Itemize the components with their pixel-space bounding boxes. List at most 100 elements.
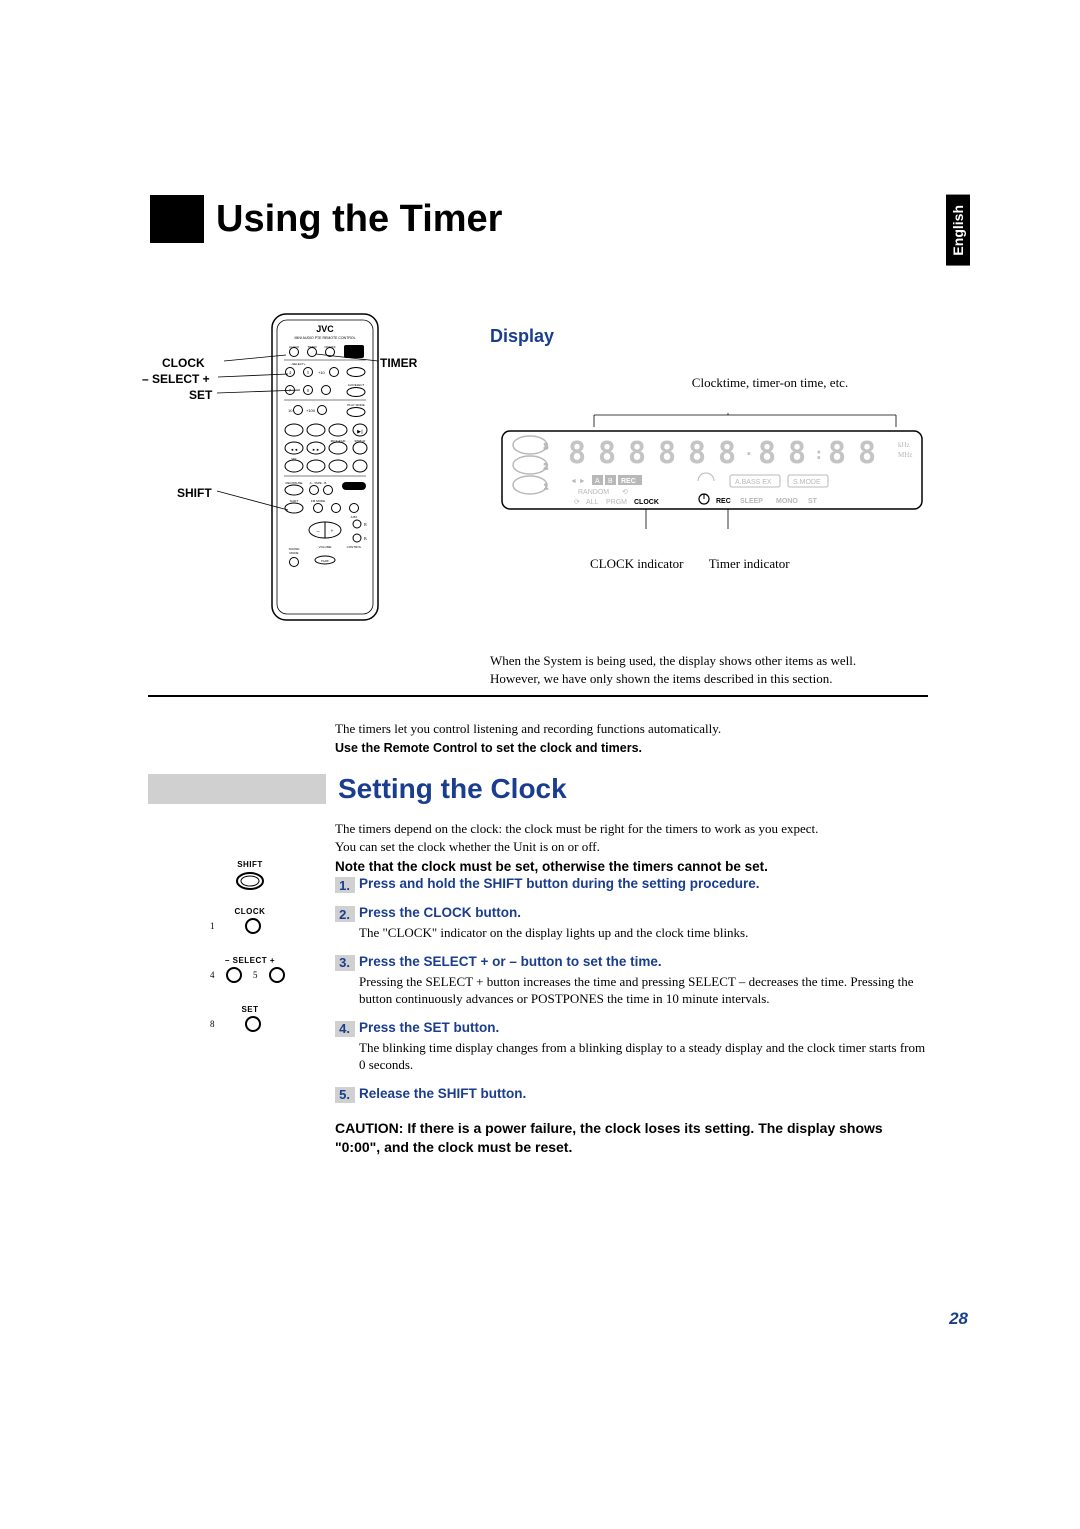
step-1: 1. Press and hold the SHIFT button durin… bbox=[335, 876, 930, 893]
remote-label-set: SET bbox=[189, 388, 212, 402]
svg-text:8: 8 bbox=[858, 436, 876, 471]
svg-text:8: 8 bbox=[718, 436, 736, 471]
step-number: 1. bbox=[335, 877, 355, 893]
svg-text:+100: +100 bbox=[306, 408, 316, 413]
set-button-icon bbox=[245, 1016, 261, 1032]
select-icon-block: – SELECT + 4 5 bbox=[210, 956, 290, 983]
step-body: The blinking time display changes from a… bbox=[359, 1039, 930, 1074]
svg-text:▶||: ▶|| bbox=[357, 429, 363, 435]
display-top-caption: Clocktime, timer-on time, etc. bbox=[610, 375, 930, 391]
display-panel-illustration: 3 2 1 88 88 88 · 88 : 88 kHz MHz ◄ ► A B bbox=[498, 413, 928, 533]
svg-text:3: 3 bbox=[544, 442, 548, 451]
page-number: 28 bbox=[949, 1309, 968, 1329]
remote-subbrand: MINI AUDIO PTE REMOTE CONTROL bbox=[294, 336, 355, 340]
section-ornament bbox=[148, 774, 326, 804]
svg-text:A.BX: A.BX bbox=[351, 515, 358, 519]
svg-text:RANDOM: RANDOM bbox=[578, 489, 609, 496]
svg-text:SLEEP: SLEEP bbox=[740, 498, 763, 505]
svg-text::: : bbox=[814, 444, 824, 463]
steps-list: 1. Press and hold the SHIFT button durin… bbox=[335, 876, 930, 1158]
svg-text:PLAY MODE: PLAY MODE bbox=[347, 403, 364, 407]
svg-text:MODE: MODE bbox=[290, 551, 299, 555]
step-body: The "CLOCK" indicator on the display lig… bbox=[359, 924, 930, 942]
svg-text:ON/OFF: ON/OFF bbox=[324, 345, 335, 349]
svg-text:MHz: MHz bbox=[898, 451, 912, 459]
svg-text:ALL: ALL bbox=[586, 499, 599, 506]
svg-text:+10: +10 bbox=[318, 370, 326, 375]
language-tab: English bbox=[946, 195, 970, 266]
remote-brand: JVC bbox=[316, 324, 334, 334]
svg-text:5: 5 bbox=[307, 370, 309, 375]
svg-text:FM MODE: FM MODE bbox=[311, 499, 325, 503]
svg-text:7: 7 bbox=[289, 388, 291, 393]
svg-text:REC: REC bbox=[716, 498, 731, 505]
step-body: Pressing the SELECT + button increases t… bbox=[359, 973, 930, 1008]
svg-text:8: 8 bbox=[598, 436, 616, 471]
header-ornament bbox=[150, 195, 204, 243]
step-4: 4. Press the SET button. The blinking ti… bbox=[335, 1020, 930, 1074]
svg-text:CLOCK: CLOCK bbox=[289, 345, 299, 349]
svg-text:REPEAT: REPEAT bbox=[354, 439, 365, 443]
remote-label-shift: SHIFT bbox=[177, 486, 212, 500]
svg-text:►►: ►► bbox=[312, 447, 320, 452]
step-title: Press and hold the SHIFT button during t… bbox=[359, 876, 760, 891]
svg-text:S.MODE: S.MODE bbox=[793, 479, 821, 486]
svg-text:8: 8 bbox=[828, 436, 846, 471]
step-number: 5. bbox=[335, 1087, 355, 1103]
page-header: Using the Timer bbox=[150, 195, 502, 243]
step-title: Release the SHIFT button. bbox=[359, 1086, 526, 1101]
remote-label-clock: CLOCK bbox=[162, 356, 205, 370]
display-bottom-captions: CLOCK indicator Timer indicator bbox=[490, 556, 930, 572]
remote-label-select: – SELECT + bbox=[142, 372, 210, 386]
svg-text:⟲: ⟲ bbox=[622, 489, 628, 496]
svg-text:PROGRAM: PROGRAM bbox=[331, 439, 346, 443]
clock-intro: The timers depend on the clock: the cloc… bbox=[335, 820, 925, 877]
svg-text:B: B bbox=[364, 536, 367, 541]
remote-label-timer: TIMER bbox=[380, 356, 417, 370]
page-title: Using the Timer bbox=[216, 198, 502, 241]
svg-text:VOLUME: VOLUME bbox=[319, 545, 332, 549]
timer-indicator-label: Timer indicator bbox=[709, 556, 790, 572]
svg-text:MONO: MONO bbox=[776, 498, 798, 505]
caution-text: CAUTION: If there is a power failure, th… bbox=[335, 1119, 895, 1158]
display-section: Display Clocktime, timer-on time, etc. 3… bbox=[490, 326, 930, 688]
svg-text:8: 8 bbox=[688, 436, 706, 471]
clock-button-icon bbox=[245, 918, 261, 934]
step-2: 2. Press the CLOCK button. The "CLOCK" i… bbox=[335, 905, 930, 942]
svg-text:2: 2 bbox=[544, 462, 548, 471]
section-header: Setting the Clock bbox=[148, 773, 567, 805]
svg-text:A.BASS EX: A.BASS EX bbox=[735, 479, 772, 486]
display-note: When the System is being used, the displ… bbox=[490, 652, 920, 688]
section-divider bbox=[148, 695, 928, 697]
svg-text:TIMER: TIMER bbox=[307, 345, 317, 349]
set-icon-block: SET 8 bbox=[210, 1005, 290, 1032]
clock-indicator-label: CLOCK indicator bbox=[590, 556, 684, 572]
svg-text:A - TAPE - B: A - TAPE - B bbox=[310, 481, 327, 485]
svg-text:8: 8 bbox=[568, 436, 586, 471]
section-heading: Setting the Clock bbox=[338, 773, 567, 805]
svg-text:B: B bbox=[608, 478, 613, 485]
svg-text:A: A bbox=[595, 478, 600, 485]
select-plus-icon bbox=[269, 967, 285, 983]
step-number: 3. bbox=[335, 955, 355, 971]
svg-text:⟳: ⟳ bbox=[574, 499, 580, 506]
step-5: 5. Release the SHIFT button. bbox=[335, 1086, 930, 1103]
svg-text:kHz: kHz bbox=[898, 441, 910, 449]
svg-text:B: B bbox=[364, 522, 367, 527]
svg-text:4: 4 bbox=[289, 370, 291, 375]
svg-text:SET: SET bbox=[291, 457, 297, 461]
svg-text:–SELECT+: –SELECT+ bbox=[290, 362, 305, 366]
svg-text:◄ ►: ◄ ► bbox=[570, 478, 586, 485]
shift-icon-block: SHIFT bbox=[210, 860, 290, 891]
svg-text:10: 10 bbox=[288, 408, 293, 413]
step-number: 4. bbox=[335, 1021, 355, 1037]
svg-text:8: 8 bbox=[628, 436, 646, 471]
svg-text:·: · bbox=[744, 444, 754, 463]
svg-text:CLOCK: CLOCK bbox=[634, 499, 659, 506]
svg-text:AUX/EJECT: AUX/EJECT bbox=[348, 383, 365, 387]
svg-text:◄◄: ◄◄ bbox=[290, 447, 298, 452]
step-3: 3. Press the SELECT + or – button to set… bbox=[335, 954, 930, 1008]
svg-text:PRGM: PRGM bbox=[606, 499, 627, 506]
svg-text:8: 8 bbox=[658, 436, 676, 471]
select-minus-icon bbox=[226, 967, 242, 983]
